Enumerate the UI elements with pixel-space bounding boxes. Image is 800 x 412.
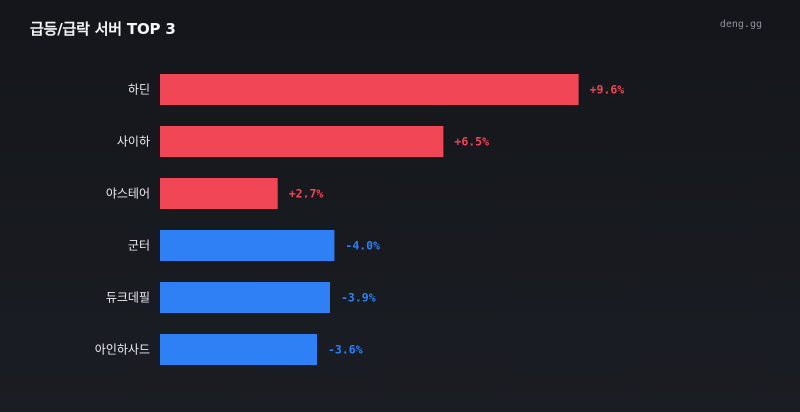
category-label: 사이하 <box>117 135 150 149</box>
value-label: +9.6% <box>590 83 625 97</box>
bar <box>160 282 330 313</box>
bar <box>160 230 335 261</box>
value-label: -3.9% <box>341 291 376 305</box>
bar <box>160 334 317 365</box>
chart-title: 급등/급락 서버 TOP 3 <box>30 20 176 38</box>
bar <box>160 74 579 105</box>
value-label: +2.7% <box>289 187 324 201</box>
category-label: 군터 <box>128 239 150 253</box>
category-label: 아인하사드 <box>95 343 150 357</box>
value-label: -4.0% <box>345 239 380 253</box>
bar <box>160 178 278 209</box>
value-label: +6.5% <box>454 135 489 149</box>
category-label: 하딘 <box>128 83 150 97</box>
category-label: 야스테어 <box>106 187 150 201</box>
brand-watermark: deng.gg <box>719 19 762 30</box>
bar <box>160 126 444 157</box>
category-label: 듀크데필 <box>106 291 150 305</box>
value-label: -3.6% <box>328 343 363 357</box>
